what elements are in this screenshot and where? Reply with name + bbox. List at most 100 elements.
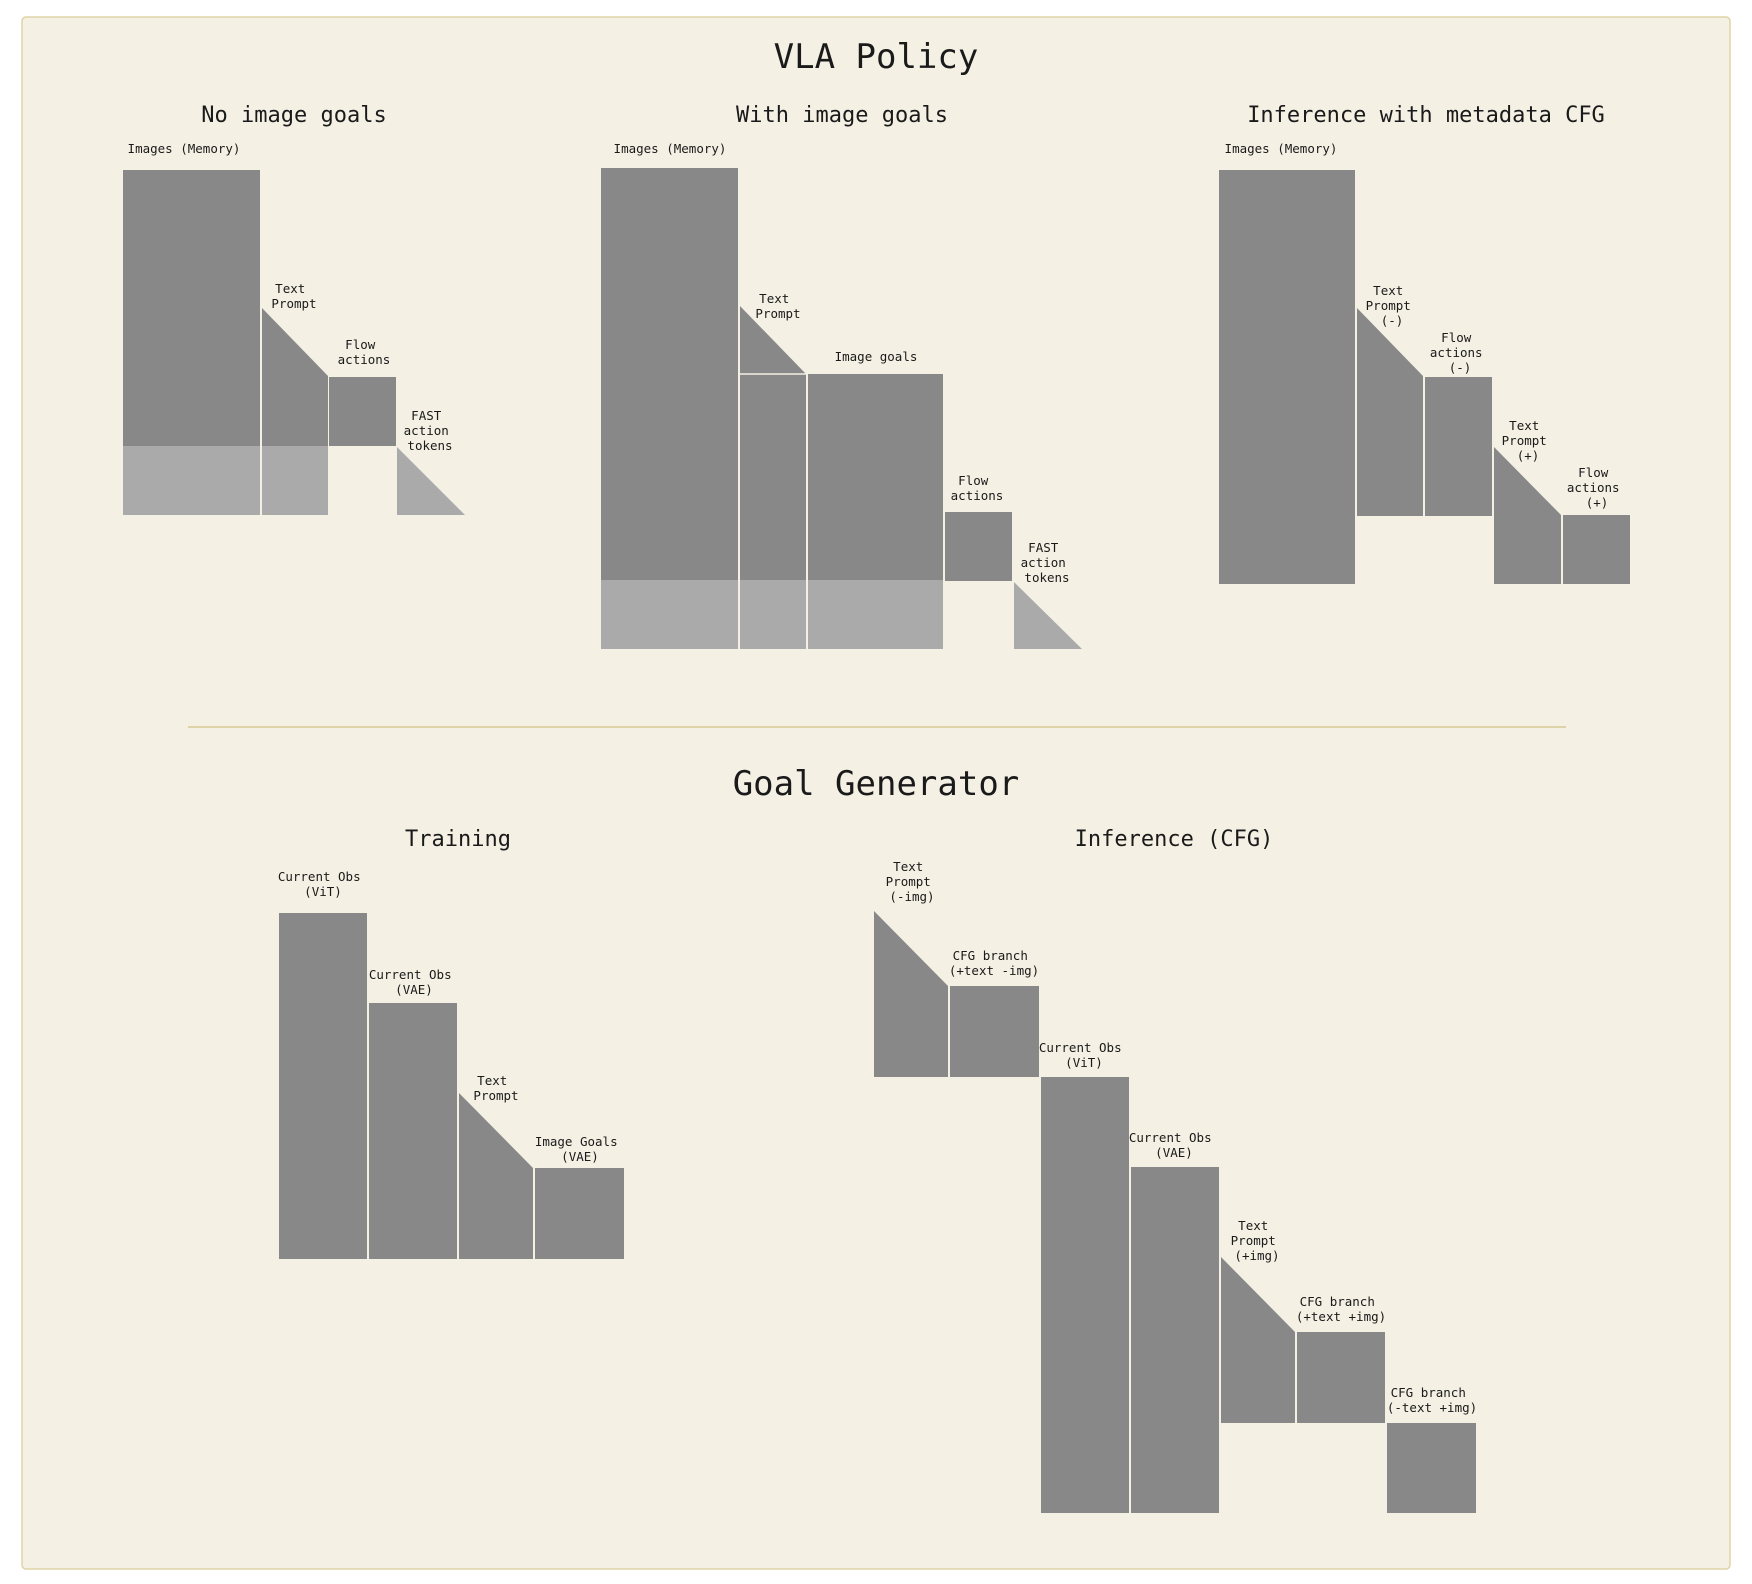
flow-actions-neg-block bbox=[1425, 377, 1492, 516]
flow-actions-pos-block bbox=[1563, 515, 1630, 584]
label-line: Image Goals bbox=[535, 1134, 618, 1149]
fast-action-tokens-block bbox=[397, 447, 465, 515]
label-line: actions bbox=[1430, 345, 1483, 360]
label-line: tokens bbox=[1024, 570, 1069, 585]
inference-cfg-title: Inference (CFG) bbox=[1075, 827, 1274, 852]
label-line: (-) bbox=[1381, 313, 1404, 328]
images-memory-label: Images (Memory) bbox=[614, 141, 727, 156]
text-prompt-block bbox=[262, 308, 328, 446]
label-line: Flow bbox=[1578, 465, 1609, 480]
current-obs-vit-label: Current Obs (ViT) bbox=[1039, 1040, 1129, 1070]
label-line: actions bbox=[1567, 480, 1620, 495]
text-prompt-block bbox=[459, 1093, 533, 1259]
image-goals-block bbox=[808, 374, 943, 580]
label-line: Current Obs bbox=[1039, 1040, 1122, 1055]
current-obs-vae-block bbox=[1131, 1167, 1219, 1513]
label-line: action bbox=[404, 423, 449, 438]
label-line: Text bbox=[1373, 283, 1403, 298]
label-line: Text bbox=[893, 859, 923, 874]
label-line: (ViT) bbox=[1065, 1055, 1103, 1070]
current-obs-vae-label: Current Obs (VAE) bbox=[369, 967, 459, 997]
current-obs-vae-label: Current Obs (VAE) bbox=[1129, 1130, 1219, 1160]
label-line: Text bbox=[477, 1073, 507, 1088]
label-line: Prompt bbox=[1366, 298, 1411, 313]
text-prompt-lower-block bbox=[262, 446, 328, 515]
flow-actions-pos-label: Flow actions (+) bbox=[1567, 465, 1627, 510]
with-image-goals-title: With image goals bbox=[736, 103, 948, 128]
cfg-branch-text-no-img-block bbox=[950, 986, 1039, 1077]
image-goals-label: Image goals bbox=[835, 349, 918, 364]
flow-actions-neg-label: Flow actions (-) bbox=[1430, 330, 1490, 375]
images-memory-block bbox=[1219, 170, 1355, 584]
text-prompt-neg-label: Text Prompt (-) bbox=[1366, 283, 1419, 328]
images-memory-lower-block bbox=[601, 580, 738, 649]
text-prompt-lower-block bbox=[740, 580, 806, 649]
label-line: (VAE) bbox=[561, 1149, 599, 1164]
images-memory-block bbox=[123, 170, 260, 446]
label-line: Current Obs bbox=[278, 869, 361, 884]
label-line: FAST bbox=[411, 408, 442, 423]
label-line: CFG branch bbox=[1391, 1385, 1466, 1400]
label-line: (+) bbox=[1586, 495, 1609, 510]
label-line: (VAE) bbox=[1155, 1145, 1193, 1160]
goal-generator-title: Goal Generator bbox=[733, 764, 1020, 804]
text-prompt-label: Text Prompt bbox=[473, 1073, 518, 1103]
label-line: Flow bbox=[345, 337, 376, 352]
label-line: actions bbox=[338, 352, 391, 367]
flow-actions-block bbox=[329, 377, 396, 446]
image-goals-vae-block bbox=[535, 1168, 624, 1259]
label-line: (-img) bbox=[889, 889, 934, 904]
label-line: Text bbox=[275, 281, 305, 296]
label-line: CFG branch bbox=[1300, 1294, 1375, 1309]
label-line: (-text +img) bbox=[1387, 1400, 1477, 1415]
label-line: Current Obs bbox=[369, 967, 452, 982]
label-line: Prompt bbox=[1502, 433, 1547, 448]
text-prompt-img-block bbox=[1221, 1257, 1295, 1423]
images-memory-label: Images (Memory) bbox=[128, 141, 241, 156]
label-line: Prompt bbox=[271, 296, 316, 311]
label-line: FAST bbox=[1028, 540, 1059, 555]
label-line: Prompt bbox=[473, 1088, 518, 1103]
training-title: Training bbox=[405, 827, 511, 852]
with-image-goals-section: With image goals Images (Memory) Text Pr… bbox=[601, 103, 1082, 649]
current-obs-vit-label: Current Obs (ViT) bbox=[278, 869, 368, 899]
label-line: action bbox=[1021, 555, 1066, 570]
vla-policy-title: VLA Policy bbox=[774, 37, 979, 77]
images-memory-lower-block bbox=[123, 446, 260, 515]
flow-actions-label: Flow actions bbox=[338, 337, 391, 367]
label-line: Flow bbox=[1441, 330, 1472, 345]
training-section: Training Current Obs (ViT) Current Obs (… bbox=[278, 827, 625, 1259]
text-prompt-no-img-label: Text Prompt (-img) bbox=[886, 859, 939, 904]
current-obs-vit-block bbox=[1041, 1077, 1129, 1513]
inference-metadata-cfg-title: Inference with metadata CFG bbox=[1247, 103, 1605, 128]
inference-cfg-section: Inference (CFG) Text Prompt (-img) CFG b… bbox=[874, 827, 1477, 1513]
label-line: Flow bbox=[958, 473, 989, 488]
cfg-branch-text-img-label: CFG branch (+text +img) bbox=[1296, 1294, 1386, 1324]
label-line: (+text +img) bbox=[1296, 1309, 1386, 1324]
label-line: actions bbox=[951, 488, 1004, 503]
label-line: (ViT) bbox=[304, 884, 342, 899]
images-memory-label: Images (Memory) bbox=[1225, 141, 1338, 156]
flow-actions-block bbox=[945, 512, 1012, 581]
label-line: (+img) bbox=[1234, 1248, 1279, 1263]
text-prompt-label: Text Prompt bbox=[271, 281, 316, 311]
fast-action-tokens-label: FAST action tokens bbox=[1021, 540, 1074, 585]
label-line: (+text -img) bbox=[949, 963, 1039, 978]
fast-action-tokens-block bbox=[1014, 582, 1082, 649]
text-prompt-pos-label: Text Prompt (+) bbox=[1502, 418, 1555, 463]
label-line: Prompt bbox=[755, 306, 800, 321]
label-line: CFG branch bbox=[953, 948, 1028, 963]
fast-action-tokens-label: FAST action tokens bbox=[404, 408, 457, 453]
label-line: Prompt bbox=[886, 874, 931, 889]
text-prompt-img-label: Text Prompt (+img) bbox=[1231, 1218, 1284, 1263]
text-prompt-no-img-block bbox=[874, 911, 948, 1077]
label-line: Current Obs bbox=[1129, 1130, 1212, 1145]
inference-metadata-cfg-section: Inference with metadata CFG Images (Memo… bbox=[1219, 103, 1630, 584]
cfg-branch-no-text-img-block bbox=[1387, 1423, 1476, 1513]
image-goals-vae-label: Image Goals (VAE) bbox=[535, 1134, 625, 1164]
no-image-goals-title: No image goals bbox=[201, 103, 386, 128]
label-line: Prompt bbox=[1231, 1233, 1276, 1248]
current-obs-vae-block bbox=[369, 1003, 457, 1259]
label-line: Text bbox=[1238, 1218, 1268, 1233]
